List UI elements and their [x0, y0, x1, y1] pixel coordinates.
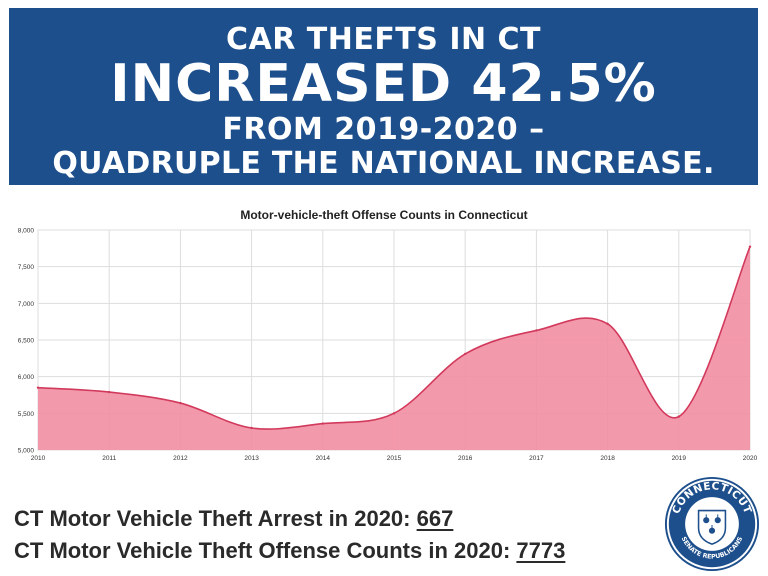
series-line: [37, 246, 751, 430]
y-tick-label: 8,000: [18, 228, 35, 235]
offense-label: CT Motor Vehicle Theft Offense Counts in…: [14, 538, 517, 563]
x-tick-label: 2012: [173, 455, 188, 462]
senate-republicans-seal: CONNECTICUT SENATE REPUBLICANS: [664, 476, 760, 572]
data-point: [36, 386, 40, 389]
arrest-stat: CT Motor Vehicle Theft Arrest in 2020: 6…: [14, 506, 453, 532]
data-point: [392, 412, 396, 415]
x-tick-label: 2011: [102, 455, 116, 462]
headline-banner: CAR THEFTS IN CT INCREASED 42.5% FROM 20…: [9, 8, 758, 185]
headline-line-3: FROM 2019-2020 –: [222, 112, 545, 147]
x-tick-label: 2014: [316, 455, 331, 462]
data-point: [677, 415, 680, 418]
offense-area-chart: 5,000 5,500 6,000 6,500 7,000 7,500 8,000 2010 2…: [18, 228, 758, 463]
x-tick-label: 2018: [600, 455, 615, 462]
headline-line-2: INCREASED 42.5%: [110, 54, 657, 114]
grapevine-shield-icon: [697, 509, 727, 545]
offense-stat: CT Motor Vehicle Theft Offense Counts in…: [14, 538, 565, 564]
headline-line-4: QUADRUPLE THE NATIONAL INCREASE.: [52, 146, 715, 181]
arrest-value: 667: [416, 506, 454, 531]
data-point: [321, 422, 324, 425]
x-tick-label: 2010: [31, 455, 46, 462]
series-area: [38, 246, 750, 450]
y-tick-label: 7,500: [18, 264, 35, 271]
x-tick-label: 2020: [743, 455, 758, 462]
y-tick-label: 6,000: [18, 374, 35, 381]
x-tick-label: 2017: [529, 455, 544, 462]
y-tick-label: 5,000: [18, 448, 35, 455]
data-point: [535, 329, 538, 332]
x-tick-label: 2019: [672, 455, 687, 462]
x-tick-label: 2013: [244, 455, 259, 462]
headline-line-1: CAR THEFTS IN CT: [225, 22, 542, 57]
data-point: [108, 390, 111, 394]
y-tick-label: 6,500: [18, 338, 35, 345]
x-tick-label: 2016: [458, 455, 473, 462]
data-point: [606, 322, 609, 326]
chart-title: Motor-vehicle-theft Offense Counts in Co…: [240, 208, 528, 222]
offense-value: 7773: [516, 538, 566, 563]
x-tick-label: 2015: [387, 455, 402, 462]
data-point: [464, 352, 467, 356]
arrest-label: CT Motor Vehicle Theft Arrest in 2020:: [14, 506, 417, 531]
data-point: [748, 245, 752, 248]
y-tick-label: 5,500: [18, 411, 35, 418]
y-tick-label: 7,000: [18, 301, 35, 308]
data-point: [250, 426, 253, 430]
data-point: [179, 401, 182, 405]
